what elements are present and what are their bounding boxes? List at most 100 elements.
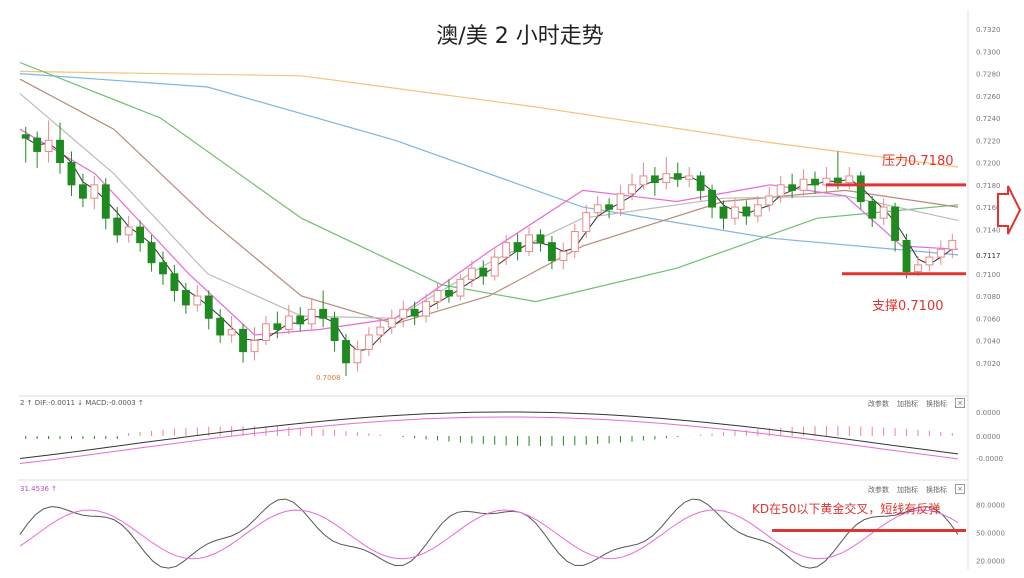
candle-body xyxy=(353,348,362,364)
price-tick-label: 0.7060 xyxy=(976,315,1001,323)
candle-body xyxy=(891,206,900,241)
macd-add-indicator[interactable]: 加指标 xyxy=(897,400,918,408)
candle-body xyxy=(833,177,842,184)
kd-header: 31.4536 ↑ xyxy=(20,485,58,493)
candle-body xyxy=(147,242,156,264)
macd-header: 2 ↑ DIF:-0.0011 ↓ MACD:-0.0003 ↑ xyxy=(20,399,144,407)
candle-body xyxy=(307,308,316,325)
candle-body xyxy=(582,212,591,233)
candle-body xyxy=(753,204,762,217)
candle-body xyxy=(731,206,739,219)
candle-body xyxy=(262,323,270,342)
kd-panel: 80.0000 50.0000 20.0000 xyxy=(19,498,1005,569)
candle-body xyxy=(856,175,865,203)
candle-body xyxy=(685,175,694,180)
candle-body xyxy=(56,139,64,164)
candle-body xyxy=(113,217,122,236)
price-tick-label: 0.7220 xyxy=(976,137,1001,145)
kd-switch-indicator[interactable]: 换指标 xyxy=(926,486,947,494)
candle-body xyxy=(342,340,350,364)
candle-body xyxy=(490,256,499,277)
candle-body xyxy=(811,178,819,186)
price-tick-label: 0.7180 xyxy=(976,182,1001,190)
kd-close-icon[interactable]: × xyxy=(955,484,965,494)
candle-body xyxy=(250,340,259,353)
kd-edit-params[interactable]: 改参数 xyxy=(868,486,889,494)
candle-body xyxy=(170,273,179,291)
candle-body xyxy=(193,295,202,306)
candle-body xyxy=(799,178,808,191)
right-arrow-icon xyxy=(997,185,1022,235)
candle-body xyxy=(536,234,545,244)
macd-switch-indicator[interactable]: 换指标 xyxy=(926,400,947,408)
macd-tick-label: -0.0000 xyxy=(976,455,1003,463)
candle-body xyxy=(399,308,408,319)
candle-body xyxy=(124,226,133,236)
candle-body xyxy=(239,328,247,353)
kd-k-line xyxy=(19,498,959,569)
candle-body xyxy=(936,248,945,258)
price-tick-label: 0.7080 xyxy=(976,293,1001,301)
candle-body xyxy=(33,137,42,152)
candle-body xyxy=(78,184,87,199)
candle-body xyxy=(593,204,602,214)
support-resistance xyxy=(826,183,966,276)
candle-body xyxy=(570,231,579,253)
candle-body xyxy=(319,308,328,319)
candle-body xyxy=(559,251,568,261)
macd-edit-params[interactable]: 改参数 xyxy=(868,400,889,408)
candle-body xyxy=(788,184,797,191)
candle-body xyxy=(708,189,716,208)
candle-body xyxy=(948,239,957,250)
candle-body xyxy=(204,295,213,319)
candle-body xyxy=(376,326,385,336)
candle-body xyxy=(44,139,53,152)
candle-body xyxy=(616,193,625,210)
candle-body xyxy=(925,256,934,266)
price-tick-label: 0.7240 xyxy=(976,115,1001,123)
price-grid: 0.7320 0.7300 0.7280 0.7260 0.7240 0.7220 0.72… xyxy=(976,26,1001,368)
candle-body xyxy=(696,175,705,191)
candle-body xyxy=(879,206,888,219)
candle-body xyxy=(673,173,682,180)
price-tick-label: 0.7040 xyxy=(976,338,1001,346)
candle-body xyxy=(410,308,419,317)
price-tick-label: 0.7100 xyxy=(976,271,1001,279)
candle-body xyxy=(776,184,785,197)
ma-line-ma_blue xyxy=(19,73,959,256)
candle-body xyxy=(639,175,648,186)
candle-body xyxy=(845,175,854,184)
support-label: 支撑0.7100 xyxy=(872,299,944,314)
candle-body xyxy=(742,206,751,217)
kd-annotation: KD在50以下黄金交叉，短线有反弹 xyxy=(752,502,941,516)
candle-body xyxy=(433,289,442,303)
candle-body xyxy=(284,315,293,330)
kd-add-indicator[interactable]: 加指标 xyxy=(897,486,918,494)
ma-line-ma_green xyxy=(19,61,959,303)
macd-panel: 0.0000 0.0000 -0.0000 xyxy=(19,409,1003,464)
price-tick-label: 0.7200 xyxy=(976,160,1001,168)
price-tick-label: 0.7020 xyxy=(976,360,1001,368)
macd-dea-line xyxy=(19,416,959,464)
candle-body xyxy=(422,301,431,317)
macd-dif-line xyxy=(19,411,959,459)
price-tick-label: 0.7280 xyxy=(976,71,1001,79)
candle-body xyxy=(719,206,728,219)
ma-line-short xyxy=(25,137,953,352)
ma-line-ma_gray xyxy=(19,93,959,319)
price-tick-label: 0.7260 xyxy=(976,93,1001,101)
candle-body xyxy=(547,242,556,261)
candle-body xyxy=(513,242,522,253)
candles xyxy=(21,120,957,377)
candle-body xyxy=(227,328,236,336)
candle-body xyxy=(330,317,339,342)
candle-body xyxy=(387,317,396,328)
macd-close-icon[interactable]: × xyxy=(955,398,965,408)
kd-tick-label: 80.0000 xyxy=(976,501,1005,509)
candle-body xyxy=(296,315,305,325)
chart-title: 澳/美 2 小时走势 xyxy=(436,24,604,49)
resistance-label: 压力0.7180 xyxy=(882,154,954,169)
candle-body xyxy=(914,264,922,273)
candle-body xyxy=(445,289,453,297)
